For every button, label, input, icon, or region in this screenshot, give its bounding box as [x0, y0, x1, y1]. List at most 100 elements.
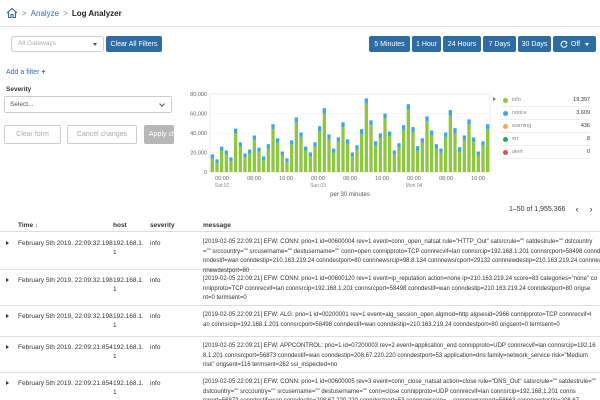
- bar-notice: [406, 104, 410, 110]
- bar-notice: [238, 142, 242, 147]
- refresh-icon: [560, 40, 568, 48]
- apply-changes-button[interactable]: Apply changes: [144, 125, 174, 144]
- table-row[interactable]: February 5th 2019, 22:09:32.198 192.168.1…: [0, 306, 600, 337]
- bar-info: [369, 125, 373, 172]
- cell-severity: info: [150, 277, 161, 284]
- expand-row-icon[interactable]: [6, 241, 9, 245]
- legend-item[interactable]: notice 3,609: [500, 107, 590, 120]
- severity-label: Severity: [6, 86, 32, 93]
- bar-notice: [341, 122, 345, 128]
- legend-count: 3,609: [576, 110, 590, 116]
- cell-severity: info: [150, 240, 161, 247]
- cell-host-line: 1: [113, 353, 117, 360]
- table-row[interactable]: February 5th 2019, 22:09:32.198 192.168.1…: [0, 233, 600, 274]
- bar-notice: [266, 144, 270, 149]
- bar-notice: [290, 140, 294, 145]
- expand-row-icon[interactable]: [6, 278, 9, 282]
- legend-item[interactable]: info 19,397: [500, 94, 590, 107]
- cell-message-line: nnipproto=TCP connrecvif=lan connsrcip=1…: [203, 285, 591, 292]
- time-5-minutes-button[interactable]: 5 Minutes: [369, 36, 410, 52]
- x-tick-label: 08:00: [343, 176, 357, 182]
- bar-info: [243, 157, 247, 172]
- cell-message-line: risk" origsent=116 termsent=262 ssl_insp…: [203, 362, 338, 368]
- cell-message-line: 8.1.201 connsrcport=56873 conndestif=wan…: [203, 352, 588, 359]
- column-header-host[interactable]: host: [113, 222, 127, 229]
- time-7-days-button[interactable]: 7 Days: [483, 36, 516, 52]
- gateway-select[interactable]: All Gateways: [11, 36, 104, 52]
- clear-all-filters-button[interactable]: Clear All Filters: [106, 36, 162, 52]
- column-header-time-label: Time: [18, 222, 34, 229]
- bar-info: [378, 137, 382, 172]
- bar-info: [229, 161, 233, 172]
- bar-info: [210, 158, 214, 172]
- cell-message-line: [2019-02-05 22:09:21] EFW: ALG: prio=1 i…: [203, 312, 592, 318]
- bar-notice: [467, 119, 471, 125]
- cell-message: [2019-02-05 22:09:21] EFW: CONN: prio=1 …: [203, 378, 600, 400]
- bar-info: [472, 141, 476, 172]
- legend-name: notice: [512, 110, 527, 116]
- bar-info: [453, 133, 457, 172]
- y-tick-label: 60,000: [190, 112, 207, 118]
- bar-notice: [243, 153, 247, 158]
- table-row[interactable]: February 5th 2019, 22:09:21.854 192.168.1…: [0, 373, 600, 400]
- bar-info: [448, 115, 452, 172]
- bar-info: [439, 152, 443, 172]
- bar-notice: [346, 139, 350, 144]
- legend-item[interactable]: err 8: [500, 133, 590, 146]
- column-header-message[interactable]: message: [203, 222, 231, 229]
- bar-notice: [332, 148, 336, 153]
- x-tick-label: 00:00: [215, 176, 229, 182]
- bar-notice: [271, 124, 275, 130]
- time-30-days-button[interactable]: 30 Days: [518, 36, 551, 52]
- bar-info: [271, 129, 275, 172]
- add-filter-link[interactable]: Add a filter +: [6, 69, 46, 76]
- legend-item[interactable]: alert 0: [500, 146, 590, 159]
- breadcrumb: > Analyze > Log Analyzer: [0, 0, 600, 27]
- legend-name: err: [512, 136, 519, 142]
- bar-info: [313, 146, 317, 172]
- time-1-hour-button[interactable]: 1 Hour: [412, 36, 441, 52]
- breadcrumb-separator: >: [63, 8, 68, 18]
- legend-item[interactable]: warning 436: [500, 120, 590, 133]
- table-row[interactable]: February 5th 2019, 22:09:21.854 192.168.1…: [0, 337, 600, 373]
- time-24-hours-button[interactable]: 24 Hours: [443, 36, 481, 52]
- breadcrumb-analyze[interactable]: Analyze: [30, 8, 60, 18]
- bar-info: [388, 135, 392, 172]
- legend-count: 8: [586, 136, 590, 142]
- next-page-icon[interactable]: ›: [589, 203, 593, 214]
- bar-notice: [355, 145, 359, 150]
- cell-message-line: ="" srccountry="" srcusername="" destuse…: [203, 248, 600, 255]
- cell-message-line: rcport=56873 conndestif=wan conndestip=2…: [203, 397, 600, 400]
- cell-host-line: 192.168.1.: [113, 240, 144, 247]
- expand-row-icon[interactable]: [6, 381, 9, 385]
- bar-notice: [481, 141, 485, 146]
- bar-notice: [294, 117, 298, 123]
- bar-info: [481, 145, 485, 172]
- legend-toggle-icon[interactable]: [493, 97, 496, 101]
- refresh-dropdown-button[interactable]: Off: [553, 36, 596, 52]
- clear-form-button[interactable]: Clear form: [4, 125, 61, 144]
- column-header-time[interactable]: Time ↓: [18, 222, 38, 229]
- bar-info: [346, 143, 350, 172]
- legend-color-dot: [503, 110, 508, 116]
- bar-notice: [416, 146, 420, 151]
- bar-notice: [234, 128, 238, 133]
- home-icon[interactable]: [6, 7, 18, 19]
- severity-select[interactable]: Select...: [4, 96, 172, 113]
- bar-notice: [383, 113, 387, 119]
- cell-host-line: 192.168.1.: [113, 344, 144, 351]
- cancel-changes-button[interactable]: Cancel changes: [67, 125, 137, 144]
- expand-row-icon[interactable]: [6, 345, 9, 349]
- legend-count: 0: [586, 149, 590, 155]
- cell-message-line: dstcountry="" srccountry="" srcusername=…: [203, 388, 576, 395]
- bar-info: [266, 148, 270, 172]
- prev-page-icon[interactable]: ‹: [575, 203, 579, 214]
- bar-notice: [392, 150, 396, 155]
- expand-row-icon[interactable]: [6, 314, 9, 318]
- bar-info: [425, 121, 429, 172]
- caret-down-icon: [585, 42, 590, 46]
- refresh-label: Off: [570, 40, 581, 48]
- bar-info: [458, 151, 462, 172]
- table-row[interactable]: February 5th 2019, 22:09:32.198 192.168.1…: [0, 270, 600, 306]
- column-header-severity[interactable]: severity: [150, 222, 175, 229]
